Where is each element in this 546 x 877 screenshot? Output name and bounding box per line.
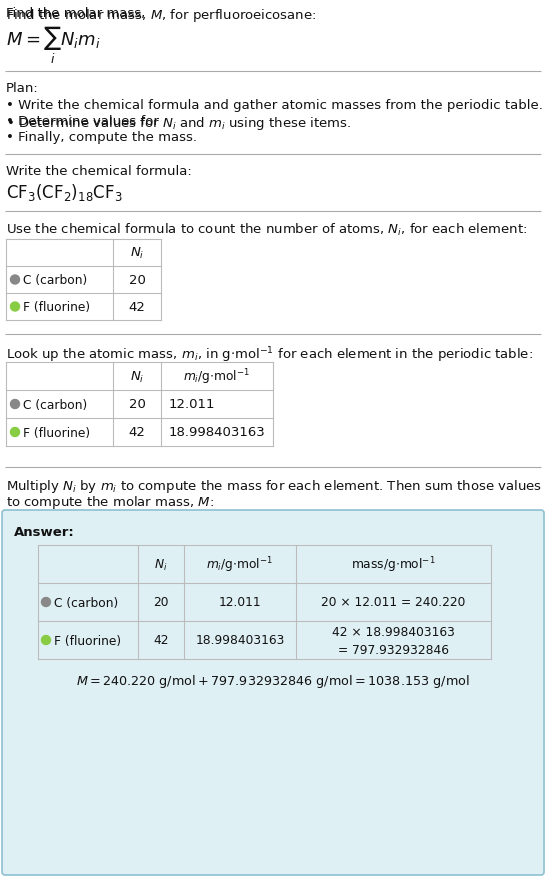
Text: $\mathrm{CF_3(CF_2)_{18}CF_3}$: $\mathrm{CF_3(CF_2)_{18}CF_3}$ xyxy=(6,182,123,203)
Text: F (fluorine): F (fluorine) xyxy=(54,634,121,646)
Text: • Write the chemical formula and gather atomic masses from the periodic table.: • Write the chemical formula and gather … xyxy=(6,99,543,112)
Text: Multiply $N_i$ by $m_i$ to compute the mass for each element. Then sum those val: Multiply $N_i$ by $m_i$ to compute the m… xyxy=(6,477,542,495)
Text: F (fluorine): F (fluorine) xyxy=(23,301,90,314)
Text: C (carbon): C (carbon) xyxy=(23,274,87,287)
Circle shape xyxy=(10,400,20,409)
Text: Answer:: Answer: xyxy=(14,525,75,538)
Text: Find the molar mass, $M$, for perfluoroeicosane:: Find the molar mass, $M$, for perfluoroe… xyxy=(6,7,316,24)
Text: 42: 42 xyxy=(128,426,145,439)
Text: 42: 42 xyxy=(153,634,169,646)
Text: 42 × 18.998403163: 42 × 18.998403163 xyxy=(332,624,455,638)
Text: • Determine values for: • Determine values for xyxy=(6,115,163,128)
Text: $N_i$: $N_i$ xyxy=(155,557,168,572)
Text: mass/g$\cdot$mol$^{-1}$: mass/g$\cdot$mol$^{-1}$ xyxy=(351,554,436,574)
Text: 18.998403163: 18.998403163 xyxy=(169,426,266,439)
Text: Plan:: Plan: xyxy=(6,82,39,95)
Circle shape xyxy=(41,636,50,645)
Text: $M = \sum_i N_i m_i$: $M = \sum_i N_i m_i$ xyxy=(6,25,100,66)
Text: F (fluorine): F (fluorine) xyxy=(23,426,90,439)
Text: C (carbon): C (carbon) xyxy=(23,398,87,411)
Circle shape xyxy=(10,275,20,285)
Text: to compute the molar mass, $M$:: to compute the molar mass, $M$: xyxy=(6,494,214,510)
Circle shape xyxy=(10,303,20,311)
Text: 20: 20 xyxy=(128,398,145,411)
Text: Write the chemical formula:: Write the chemical formula: xyxy=(6,165,192,178)
Circle shape xyxy=(10,428,20,437)
Text: • Finally, compute the mass.: • Finally, compute the mass. xyxy=(6,131,197,144)
FancyBboxPatch shape xyxy=(2,510,544,875)
Text: C (carbon): C (carbon) xyxy=(54,595,118,609)
Text: Look up the atomic mass, $m_i$, in g$\cdot$mol$^{-1}$ for each element in the pe: Look up the atomic mass, $m_i$, in g$\cd… xyxy=(6,345,533,364)
Text: 42: 42 xyxy=(128,301,145,314)
Text: 20: 20 xyxy=(128,274,145,287)
Text: • Determine values for $N_i$ and $m_i$ using these items.: • Determine values for $N_i$ and $m_i$ u… xyxy=(6,115,351,132)
Circle shape xyxy=(41,598,50,607)
Text: 18.998403163: 18.998403163 xyxy=(195,634,284,646)
Text: 20 × 12.011 = 240.220: 20 × 12.011 = 240.220 xyxy=(321,595,466,609)
Text: $M = 240.220\ \mathrm{g/mol} + 797.932932846\ \mathrm{g/mol} = 1038.153\ \mathrm: $M = 240.220\ \mathrm{g/mol} + 797.93293… xyxy=(76,673,470,689)
Text: $N_i$: $N_i$ xyxy=(130,369,144,384)
Text: $m_i$/g$\cdot$mol$^{-1}$: $m_i$/g$\cdot$mol$^{-1}$ xyxy=(183,367,251,387)
Text: 12.011: 12.011 xyxy=(169,398,216,411)
Text: $m_i$/g$\cdot$mol$^{-1}$: $m_i$/g$\cdot$mol$^{-1}$ xyxy=(206,554,274,574)
Text: Use the chemical formula to count the number of atoms, $N_i$, for each element:: Use the chemical formula to count the nu… xyxy=(6,222,527,238)
Text: 12.011: 12.011 xyxy=(219,595,262,609)
Text: 20: 20 xyxy=(153,595,169,609)
Text: = 797.932932846: = 797.932932846 xyxy=(338,643,449,656)
Text: $N_i$: $N_i$ xyxy=(130,246,144,260)
Text: Find the molar mass,: Find the molar mass, xyxy=(6,7,150,20)
